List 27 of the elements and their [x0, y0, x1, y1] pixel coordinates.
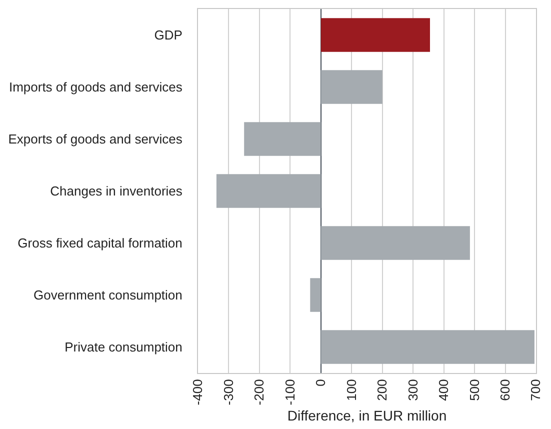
y-tick-label: Gross fixed capital formation — [18, 236, 182, 251]
x-tick-label: 0 — [313, 379, 328, 386]
x-tick-label: 600 — [497, 379, 512, 401]
bar — [320, 330, 534, 364]
x-tick-label: 500 — [466, 379, 482, 401]
x-axis-title: Difference, in EUR million — [287, 408, 447, 424]
bar — [216, 174, 321, 208]
x-tick-label: 100 — [344, 379, 359, 401]
x-tick-label: 300 — [405, 379, 420, 401]
y-tick-label: Government consumption — [34, 288, 182, 303]
x-tick-label: -100 — [282, 379, 298, 406]
y-tick-label: GDP — [154, 28, 182, 43]
y-tick-label: Changes in inventories — [50, 184, 183, 199]
x-tick-label: 400 — [436, 379, 452, 401]
bar — [320, 226, 470, 260]
x-tick-label: -400 — [190, 379, 206, 406]
x-tick-label: 700 — [528, 379, 544, 401]
bar — [310, 278, 321, 312]
bar — [244, 122, 321, 156]
bar — [320, 18, 430, 52]
y-tick-label: Private consumption — [64, 340, 182, 355]
x-tick-label: -200 — [252, 379, 267, 406]
y-tick-label: Exports of goods and services — [8, 132, 183, 147]
x-tick-label: 200 — [374, 379, 390, 401]
bar — [320, 70, 382, 104]
x-tick-label: -300 — [220, 379, 236, 406]
y-tick-label: Imports of goods and services — [8, 80, 183, 95]
